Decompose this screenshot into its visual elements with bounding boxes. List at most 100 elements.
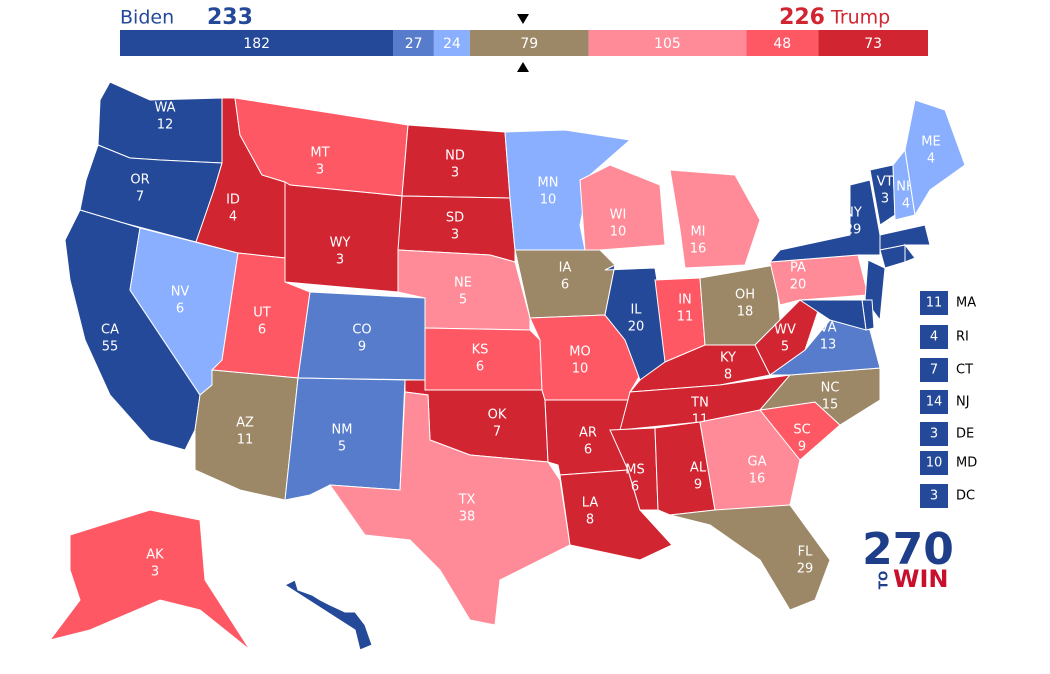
state-abbr: NJ xyxy=(956,395,970,410)
state-ev: 3 xyxy=(930,427,938,442)
state-shape xyxy=(48,509,251,651)
state: MN 10 xyxy=(504,129,632,251)
state-ev: 16 xyxy=(749,472,766,487)
state-abbr: ID xyxy=(226,193,240,208)
state: 4 RI xyxy=(904,243,969,349)
state-abbr: MA xyxy=(956,296,976,311)
state-abbr: PA xyxy=(790,261,806,276)
state-shape xyxy=(579,164,666,251)
state: NE 5 xyxy=(397,249,531,331)
state-ev: 20 xyxy=(790,278,807,293)
state-shape xyxy=(904,243,916,263)
state-abbr: VA xyxy=(820,321,837,336)
state-abbr: TX xyxy=(458,493,476,508)
state-abbr: FL xyxy=(798,545,813,560)
state-ev: 9 xyxy=(694,478,702,493)
bar-label: 73 xyxy=(864,36,882,52)
state: 11 MA xyxy=(879,224,976,315)
state-ev: 9 xyxy=(798,440,806,455)
state-abbr: SD xyxy=(446,211,464,226)
left-total: 233 xyxy=(207,5,253,30)
bar-segment xyxy=(469,30,589,56)
state-ev: 55 xyxy=(102,340,119,355)
state-abbr: IA xyxy=(559,261,572,276)
state-ev: 8 xyxy=(586,513,594,528)
state: WI 10 xyxy=(579,164,666,251)
state: ME 4 xyxy=(904,99,966,217)
bar-segment xyxy=(588,30,747,56)
state: KS 6 xyxy=(424,327,543,391)
state-ev: 6 xyxy=(561,278,569,293)
state-shape xyxy=(768,179,881,263)
state: AK 3 xyxy=(48,509,251,651)
side-box xyxy=(920,325,948,349)
state-ev: 10 xyxy=(540,193,557,208)
state-ev: 6 xyxy=(476,360,484,375)
logo-win: WIN xyxy=(893,565,949,593)
state-abbr: HI xyxy=(331,622,345,637)
state-ev: 11 xyxy=(237,433,254,448)
state-ev: 5 xyxy=(781,340,789,355)
state: CO 9 xyxy=(297,291,426,381)
state-abbr: RI xyxy=(956,330,969,345)
state-abbr: NV xyxy=(171,285,190,300)
state-ev: 14 xyxy=(926,395,943,410)
state: WV 5 xyxy=(754,299,821,376)
state-ev: 7 xyxy=(136,190,144,205)
state-shape xyxy=(879,224,931,251)
logo-number: 270 xyxy=(862,524,954,575)
state-abbr: OR xyxy=(130,173,149,188)
state: NV 6 xyxy=(129,227,239,396)
state-ev: 6 xyxy=(631,480,639,495)
state-abbr: AK xyxy=(146,548,164,563)
state-shape xyxy=(504,129,632,251)
bar-segment xyxy=(433,30,470,56)
state-abbr: MD xyxy=(956,456,977,471)
state-abbr: ME xyxy=(921,135,940,150)
side-box xyxy=(920,390,948,414)
state-abbr: WA xyxy=(154,101,175,116)
state-abbr: MN xyxy=(538,176,559,191)
state-abbr: MS xyxy=(625,463,644,478)
state-abbr: AZ xyxy=(236,416,254,431)
state-abbr: SC xyxy=(793,423,810,438)
state: VA 13 xyxy=(768,319,881,376)
state: NM 5 xyxy=(284,377,406,501)
state-abbr: IN xyxy=(678,293,692,308)
state-abbr: VT xyxy=(877,175,894,190)
bar-label: 48 xyxy=(773,36,791,52)
state-ev: 3 xyxy=(451,166,459,181)
bar-segment xyxy=(393,30,434,56)
state-ev: 4 xyxy=(927,152,935,167)
state-abbr: WV xyxy=(774,323,796,338)
bar-label: 24 xyxy=(443,36,461,52)
state-abbr: UT xyxy=(253,306,271,321)
state-abbr: DE xyxy=(956,427,974,442)
side-box xyxy=(920,484,948,508)
state-ev: 10 xyxy=(572,362,589,377)
state-abbr: KS xyxy=(472,343,489,358)
state-ev: 3 xyxy=(316,163,324,178)
logo-to: TO xyxy=(877,571,891,589)
state-ev: 4 xyxy=(930,330,938,345)
state-shape xyxy=(669,169,761,269)
state: 7 CT xyxy=(879,244,973,382)
state-ev: 18 xyxy=(737,305,754,320)
state-ev: 6 xyxy=(176,302,184,317)
state: ND 3 xyxy=(401,124,511,199)
state: UT 6 xyxy=(210,252,311,379)
state-ev: 8 xyxy=(724,368,732,383)
left-name: Biden xyxy=(120,7,174,29)
state-abbr: AL xyxy=(690,461,707,476)
state: WY 3 xyxy=(284,181,403,293)
state-shape xyxy=(283,579,373,651)
midpoint-marker xyxy=(517,62,529,72)
state: IA 6 xyxy=(514,249,616,319)
state-shape xyxy=(879,244,906,269)
state-ev: 4 xyxy=(229,210,237,225)
state-abbr: CO xyxy=(352,323,371,338)
state-abbr: OH xyxy=(735,288,755,303)
state-ev: 11 xyxy=(677,310,694,325)
side-box xyxy=(920,358,948,382)
state-ev: 3 xyxy=(451,228,459,243)
